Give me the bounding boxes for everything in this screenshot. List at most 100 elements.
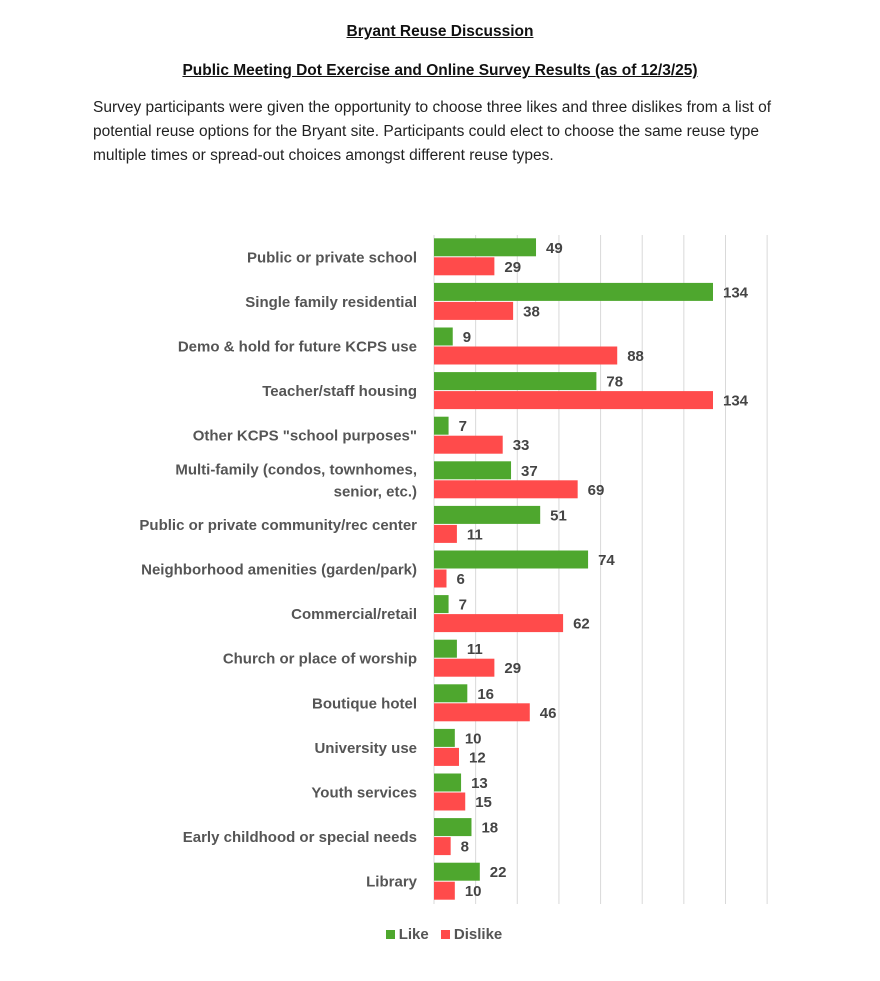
data-label-like: 9 [463,329,471,346]
bar-like [434,595,449,614]
data-label-like: 134 [723,284,749,301]
data-label-like: 49 [546,240,563,257]
category-label-line: Church or place of worship [223,651,417,668]
data-label-like: 16 [477,686,494,703]
intro-paragraph: Survey participants were given the oppor… [93,99,772,164]
data-label-dislike: 10 [465,883,482,900]
category-label-line: Public or private community/rec center [139,517,417,534]
data-label-like: 22 [490,864,507,881]
data-label-dislike: 15 [475,794,492,811]
bar-like [434,238,537,257]
legend-dislike-swatch [440,930,450,939]
bar-like [434,862,480,881]
data-label-dislike: 29 [504,660,521,677]
category-label: Early childhood or special needs [183,829,417,846]
bar-like [434,550,589,569]
data-label-dislike: 88 [627,348,644,365]
category-label-line: Single family residential [245,294,417,311]
bar-dislike [434,703,530,722]
legend-like-label: Like [398,926,429,943]
bar-like [434,639,457,658]
bar-like [434,327,453,346]
category-label: Other KCPS "school purposes" [193,428,417,445]
data-label-dislike: 11 [467,526,483,543]
bar-like [434,282,713,301]
category-label-line: Demo & hold for future KCPS use [178,339,417,356]
data-label-like: 13 [471,775,488,792]
category-label: Church or place of worship [223,651,417,668]
data-label-like: 11 [467,641,483,658]
bar-dislike [434,569,447,588]
data-label-dislike: 46 [540,705,557,722]
category-label-line: Neighborhood amenities (garden/park) [141,562,417,579]
bar-dislike [434,792,466,811]
bar-dislike [434,837,451,856]
data-label-like: 7 [459,597,467,614]
bar-like [434,818,472,837]
bar-dislike [434,257,495,276]
data-label-dislike: 69 [588,482,605,499]
data-label-like: 74 [598,552,615,569]
category-label: Library [366,874,418,891]
data-label-dislike: 33 [513,437,530,454]
bar-dislike [434,658,495,677]
data-label-like: 78 [606,374,623,391]
category-label-line: Other KCPS "school purposes" [193,428,417,445]
document-title: Bryant Reuse Discussion [346,23,534,40]
category-label: Youth services [311,785,417,802]
data-label-dislike: 62 [573,616,590,633]
category-label: University use [314,740,417,757]
category-label-line: Library [366,874,418,891]
data-label-like: 7 [459,418,467,435]
bar-dislike [434,391,713,410]
legend-dislike-label: Dislike [453,926,503,943]
category-label-line: Commercial/retail [291,606,417,623]
category-label-line: Boutique hotel [312,695,417,712]
category-label-line: Multi-family (condos, townhomes, [175,461,417,478]
bar-dislike [434,480,578,499]
data-label-like: 37 [521,463,538,480]
data-label-dislike: 8 [461,839,469,856]
bar-dislike [434,435,503,454]
data-label-like: 51 [550,507,567,524]
data-label-dislike: 29 [504,259,521,276]
category-label-line: Youth services [311,785,417,802]
bar-dislike [434,346,618,365]
category-label: Public or private community/rec center [139,517,417,534]
bar-dislike [434,747,459,766]
category-label: Single family residential [245,294,417,311]
category-label: Commercial/retail [291,606,417,623]
document-subtitle: Public Meeting Dot Exercise and Online S… [182,62,698,79]
category-label-line: Early childhood or special needs [183,829,417,846]
category-label-line: senior, etc.) [334,483,417,500]
category-label: Neighborhood amenities (garden/park) [141,562,417,579]
category-label: Public or private school [247,249,417,266]
category-label-line: Public or private school [247,249,417,266]
data-label-like: 18 [481,820,498,837]
category-label: Demo & hold for future KCPS use [178,339,417,356]
bar-like [434,773,462,792]
category-label-line: Teacher/staff housing [262,383,417,400]
data-label-dislike: 12 [469,749,486,766]
bar-dislike [434,301,514,320]
legend-like-swatch [385,930,395,939]
category-label: Boutique hotel [312,695,417,712]
bar-like [434,461,512,480]
bar-like [434,728,455,747]
bar-dislike [434,614,564,633]
category-label: Teacher/staff housing [262,383,417,400]
bar-dislike [434,524,457,543]
bar-like [434,372,597,391]
bar-like [434,505,541,524]
data-label-dislike: 6 [456,571,464,588]
bar-like [434,684,468,703]
data-label-like: 10 [465,730,482,747]
legend: Like Dislike [0,926,880,943]
data-label-dislike: 38 [523,303,540,320]
bar-like [434,416,449,435]
data-label-dislike: 134 [723,393,749,410]
bar-dislike [434,881,455,900]
category-label-line: University use [314,740,417,757]
